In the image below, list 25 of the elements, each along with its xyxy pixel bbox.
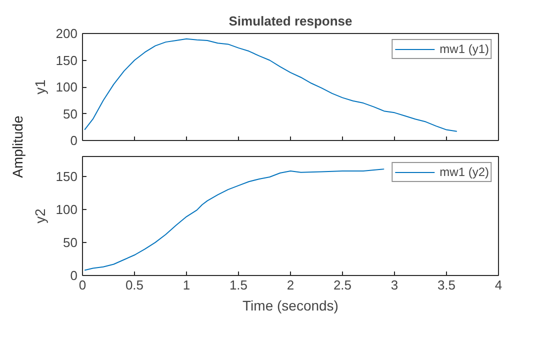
x-tick-label: 1.5 <box>229 278 248 292</box>
y-tick-label: 0 <box>70 133 78 148</box>
y-tick-label: 0 <box>70 268 78 283</box>
y-tick-label: 50 <box>63 234 78 250</box>
y-tick-label: 50 <box>63 106 78 122</box>
legend-label: mw1 (y2) <box>440 165 489 179</box>
y-tick-label: 150 <box>56 168 78 184</box>
x-axis-title: Time (seconds) <box>242 298 338 314</box>
x-tick-label: 2.5 <box>333 278 352 292</box>
chart-title: Simulated response <box>228 14 352 28</box>
y-axis-title: y2 <box>32 208 48 224</box>
x-tick-label: 0.5 <box>125 278 144 292</box>
x-tick-label: 3.5 <box>437 278 456 292</box>
x-tick-label: 4 <box>494 278 502 292</box>
text: Amplitude <box>9 115 26 178</box>
legend-label: mw1 (y1) <box>440 42 489 56</box>
y-tick-label: 150 <box>56 52 78 68</box>
y-tick-label: 100 <box>56 80 78 94</box>
x-tick-label: 2 <box>286 278 294 292</box>
y-tick-label: 200 <box>56 26 78 41</box>
line-series <box>84 168 385 271</box>
y-tick-label: 100 <box>56 202 78 217</box>
x-tick-label: 3 <box>390 278 398 292</box>
x-tick-label: 1 <box>182 278 190 292</box>
y-axis-title: y1 <box>32 79 48 94</box>
